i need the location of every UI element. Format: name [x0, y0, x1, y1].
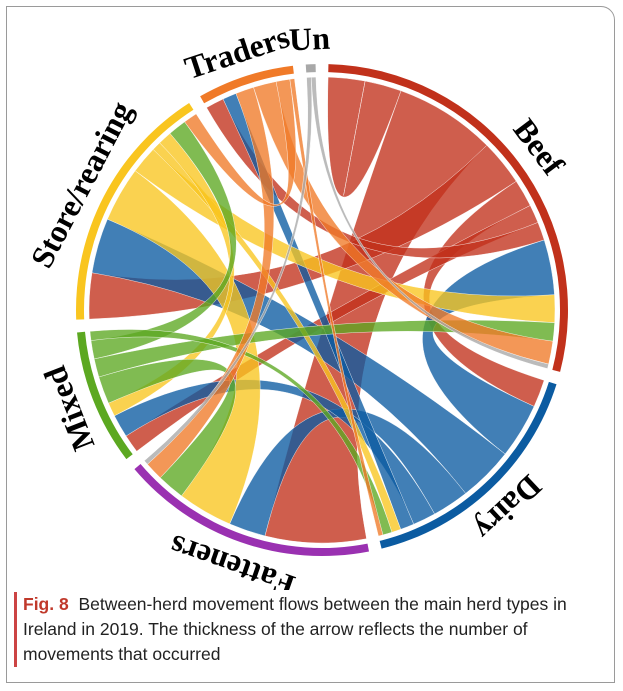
chord — [289, 78, 384, 537]
chord — [89, 329, 393, 536]
sector-arc — [77, 331, 133, 460]
chord — [107, 170, 261, 525]
sector-arc — [76, 102, 194, 320]
chord-diagram: BeefDairyFattenersMixedStore/rearingTrad… — [23, 18, 572, 590]
chords — [88, 76, 556, 544]
chord — [93, 319, 555, 378]
sector-arc — [200, 65, 294, 104]
sector-arc — [305, 64, 316, 73]
sector-arc — [134, 463, 370, 556]
chord — [229, 408, 466, 537]
chord — [98, 359, 236, 497]
figure-frame — [6, 6, 615, 683]
caption: Fig. 8 Between-herd movement flows betwe… — [14, 592, 613, 667]
chord — [327, 76, 402, 198]
chord — [206, 98, 545, 259]
chord — [184, 79, 297, 207]
sector-label: Un — [288, 20, 331, 58]
chord — [91, 218, 506, 494]
caption-text: Between-herd movement flows between the … — [23, 594, 567, 664]
chord — [147, 87, 274, 479]
chord — [311, 76, 549, 369]
chord — [144, 77, 313, 465]
caption-label: Fig. 8 — [23, 594, 69, 614]
